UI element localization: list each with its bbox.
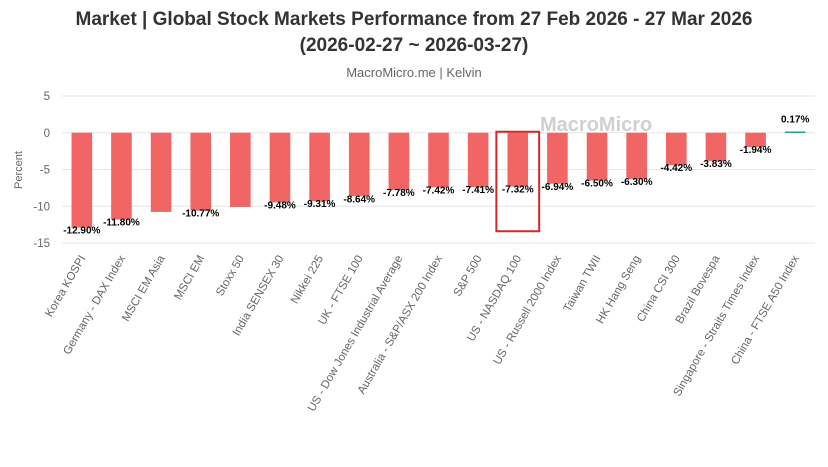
data-label: -7.42% [423, 185, 455, 196]
data-label: -9.31% [304, 199, 336, 210]
bar [388, 132, 410, 190]
x-tick-label: Stoxx 50 [214, 254, 247, 299]
y-axis-label: Percent [13, 151, 25, 189]
y-axis-ticks: 5 0 -5 -10 -15 [33, 91, 50, 250]
data-label: -10.77% [182, 209, 219, 220]
y-tick-label: 5 [44, 91, 50, 103]
y-tick-label: -10 [33, 201, 50, 213]
x-tick-label: Nikkei 225 [289, 254, 326, 307]
y-tick-label: -15 [33, 238, 50, 250]
x-tick-label: MSCI EM [172, 254, 207, 303]
data-label: -6.94% [542, 182, 574, 193]
watermark-logo: MacroMicro [540, 114, 652, 136]
bar [626, 132, 647, 180]
bar [665, 132, 687, 166]
data-label: -7.78% [383, 188, 415, 199]
bar [586, 132, 608, 181]
bar [111, 132, 132, 220]
data-label: -12.90% [63, 226, 100, 237]
x-tick-label: China CSI 300 [635, 254, 683, 325]
highlight-box [495, 130, 541, 233]
bar [467, 132, 489, 188]
chart-credit: MacroMicro.me | Kelvin [346, 65, 482, 80]
bar [269, 132, 291, 203]
x-tick-label: Korea KOSPI [43, 254, 88, 320]
bar [150, 132, 172, 212]
bar [507, 132, 529, 187]
y-tick-label: -5 [40, 165, 50, 177]
data-label: -9.48% [264, 200, 296, 211]
x-tick-label: MSCI EM Asia [120, 253, 168, 324]
data-label: -6.50% [581, 179, 613, 190]
data-label: -11.80% [103, 217, 140, 228]
bar [230, 132, 251, 207]
bar [547, 132, 568, 184]
bars [71, 131, 806, 228]
x-tick-label: US - Russell 2000 Index [492, 253, 565, 367]
bar [71, 132, 93, 228]
x-tick-label: China - FTSE A50 Index [729, 253, 802, 367]
data-label: -3.83% [700, 159, 732, 170]
data-label: -8.64% [343, 194, 375, 205]
data-label: -6.30% [621, 177, 653, 188]
data-label: -7.32% [502, 185, 534, 196]
bar [190, 132, 212, 211]
data-labels: -12.90%-11.80%-10.77%-9.48% -9.31% -8.64%-… [63, 115, 809, 237]
x-tick-label: S&P 500 [452, 254, 485, 299]
chart-subtitle: (2026-02-27 ~ 2026-03-27) [300, 35, 529, 56]
bar [309, 132, 330, 202]
x-tick-label: Taiwan TWII [562, 254, 604, 315]
data-label: -4.42% [660, 163, 692, 174]
bar [348, 132, 370, 197]
bar [745, 132, 766, 148]
bar [428, 132, 449, 188]
y-tick-label: 0 [44, 128, 50, 140]
bar [705, 132, 727, 161]
bar [784, 131, 806, 134]
data-label: 0.17% [781, 115, 809, 126]
data-label: -7.41% [462, 185, 494, 196]
chart-title: Market | Global Stock Markets Performanc… [76, 9, 753, 30]
x-tick-label: Australia - S&P/ASX 200 Index [356, 253, 445, 396]
data-label: -1.94% [740, 145, 772, 156]
